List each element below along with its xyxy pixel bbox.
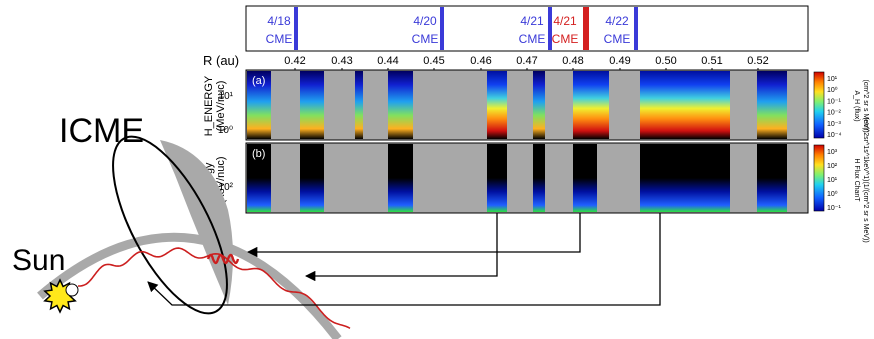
panel-a-data-strip <box>597 71 609 139</box>
heliosphere-illustration: Sun ICME <box>12 112 351 339</box>
r-tick-label: 0.48 <box>562 55 583 67</box>
cme-bar-1 <box>294 7 298 50</box>
panel-a-frame <box>245 69 809 141</box>
panel-a-ylabel-1: H_ENERGY <box>203 75 215 136</box>
r-tick-label: 0.50 <box>655 55 676 67</box>
r-tick-label: 0.45 <box>423 55 444 67</box>
cme-tag-3: CME <box>519 32 546 46</box>
sun-small-body <box>65 283 79 297</box>
panel-b-data-strip <box>487 144 507 212</box>
icme-label: ICME <box>59 112 144 150</box>
r-tick-label: 0.43 <box>331 55 352 67</box>
panel-a-tag: (a) <box>252 75 265 87</box>
panel-a-ytick-2: 10⁰ <box>218 125 233 136</box>
r-tick-label: 0.47 <box>516 55 537 67</box>
panel-a: (a) 10¹ 10⁰ H_ENERGY (MeV/nuc) <box>203 69 809 141</box>
panel-a-data-strip <box>533 71 545 139</box>
arrow-3 <box>147 213 661 306</box>
cme-tag-5: CME <box>604 32 631 46</box>
cme-tag-2: CME <box>412 32 439 46</box>
panel-a-ytick-1: 10¹ <box>219 91 234 102</box>
arrow-1 <box>246 213 581 258</box>
panel-a-data-strip <box>573 71 597 139</box>
sun-label: Sun <box>12 244 65 277</box>
panel-b-data-strip <box>388 144 413 212</box>
panel-b-data-strip <box>757 144 787 212</box>
panel-b-data-strip <box>640 144 730 212</box>
panel-a-ylabel-2: (MeV/nuc) <box>215 81 227 132</box>
magnetic-field-line <box>78 247 351 330</box>
panel-a-data-strip <box>640 71 730 139</box>
cme-tag-4: CME <box>552 32 579 46</box>
colorbar-b-tick-label: 10⁻¹ <box>827 205 841 212</box>
colorbar-b-tick-label: 10¹ <box>827 177 838 184</box>
panel-b-data-strip <box>573 144 597 212</box>
colorbar-a-label-1: A_H (flux) <box>853 90 860 121</box>
panel-a-data-strip <box>300 71 324 139</box>
r-tick-label: 0.46 <box>470 55 491 67</box>
panel-b-frame <box>245 142 809 214</box>
arrow-2 <box>304 213 498 282</box>
panel-b: (b) 10² Energy (keV/nuc) <box>203 142 809 214</box>
panel-a-data-strip <box>757 71 787 139</box>
cme-date-5: 4/22 <box>605 14 629 28</box>
colorbar-b-tick-label: 10³ <box>827 149 838 156</box>
colorbar-b-scale <box>813 144 825 212</box>
r-tick-label: 0.49 <box>609 55 630 67</box>
colorbar-a-scale <box>813 71 825 139</box>
colorbar-a-label-2: (cm^2 sr s MeV)) <box>862 79 869 132</box>
panel-b-data-strip <box>247 144 271 212</box>
cme-date-1: 4/18 <box>267 14 291 28</box>
panel-b-data-strip <box>300 144 324 212</box>
panel-a-data-strip <box>388 71 413 139</box>
field-coil <box>206 253 240 265</box>
r-tick-label: 0.42 <box>284 55 305 67</box>
panel-b-ytick-1: 10² <box>219 182 234 193</box>
colorbar-b: 10³ 10² 10¹ 10⁰ 10⁻¹ H Flux ChanT (cm^2sr^1s… <box>813 117 869 243</box>
cme-bar-3 <box>548 7 552 50</box>
cme-date-4: 4/21 <box>553 14 577 28</box>
panel-a-data-strip <box>247 71 271 139</box>
r-axis-label: R (au) <box>203 53 239 68</box>
colorbar-b-label-1: H Flux ChanT <box>853 158 860 202</box>
cme-bar-5 <box>634 7 638 50</box>
colorbar-a-tick-label: 10⁻¹ <box>827 98 841 105</box>
r-axis: R (au) 0.42 0.43 0.44 0.45 0.46 0.47 0.48 0.49 0… <box>203 53 769 72</box>
cme-timeline: 4/18 CME 4/20 CME 4/21 CME 4/21 CME 4/22 CME <box>245 5 809 52</box>
colorbar-a-tick-label: 10⁻⁴ <box>827 132 842 139</box>
colorbar-b-tick-label: 10² <box>827 163 838 170</box>
r-tick-label: 0.52 <box>747 55 768 67</box>
cme-bar-4 <box>583 7 589 50</box>
colorbar-a: 10¹ 10⁰ 10⁻¹ 10⁻² 10⁻³ 10⁻⁴ A_H (flux) (cm^2 … <box>813 71 869 139</box>
cme-bar-2 <box>440 7 444 50</box>
colorbar-a-tick-label: 10⁻³ <box>827 121 841 128</box>
colorbar-a-tick-label: 10⁰ <box>827 86 838 94</box>
panel-b-tag: (b) <box>252 148 265 160</box>
cme-date-3: 4/21 <box>520 14 544 28</box>
r-tick-label: 0.44 <box>377 55 398 67</box>
colorbar-a-tick-label: 10¹ <box>827 76 838 83</box>
panel-a-data-strip <box>355 71 363 139</box>
panel-a-data-strip <box>487 71 507 139</box>
cme-date-2: 4/20 <box>413 14 437 28</box>
cme-tag-1: CME <box>266 32 293 46</box>
panel-b-data-strip <box>533 144 545 212</box>
orbit-arc <box>37 232 342 339</box>
colorbar-b-label-2: (cm^2sr^1s^1keV^1)(1/(cm^2 sr s MeV)) <box>862 117 869 242</box>
cme-timeline-frame <box>245 5 809 52</box>
connector-arrows <box>147 213 661 306</box>
colorbar-a-tick-label: 10⁻² <box>827 110 841 117</box>
icme-loop <box>112 135 228 315</box>
colorbar-b-tick-label: 10⁰ <box>827 190 838 198</box>
r-tick-label: 0.51 <box>701 55 722 67</box>
